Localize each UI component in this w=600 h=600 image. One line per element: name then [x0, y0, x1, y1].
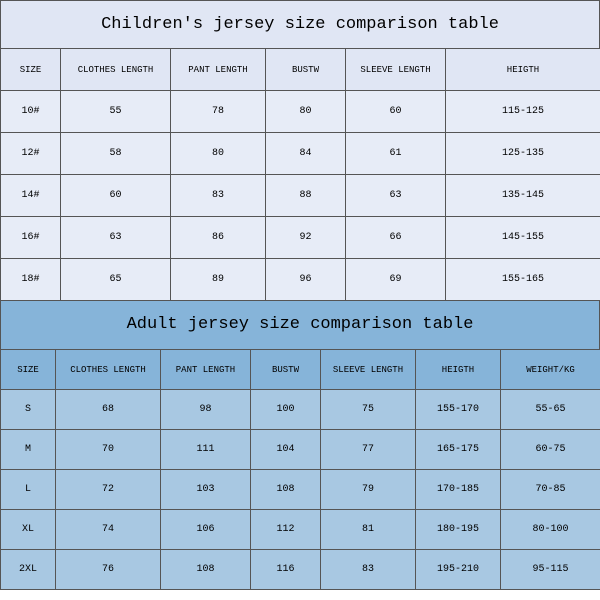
- cell: 108: [161, 550, 251, 590]
- cell: 66: [346, 217, 446, 259]
- cell: 155-165: [446, 259, 600, 301]
- cell: 75: [321, 390, 416, 430]
- cell: 80-100: [501, 510, 600, 550]
- col-clothes-length: CLOTHES LENGTH: [61, 49, 171, 91]
- cell: 58: [61, 133, 171, 175]
- cell: 76: [56, 550, 161, 590]
- cell: 106: [161, 510, 251, 550]
- cell: 195-210: [416, 550, 501, 590]
- adult-section: Adult jersey size comparison table SIZE …: [0, 301, 600, 590]
- cell: 74: [56, 510, 161, 550]
- cell: 60-75: [501, 430, 600, 470]
- cell: 70: [56, 430, 161, 470]
- cell: 60: [61, 175, 171, 217]
- cell: 70-85: [501, 470, 600, 510]
- cell: 68: [56, 390, 161, 430]
- cell: M: [1, 430, 56, 470]
- cell: 77: [321, 430, 416, 470]
- cell: 78: [171, 91, 266, 133]
- col-bust: BUSTW: [251, 350, 321, 390]
- children-header-row: SIZE CLOTHES LENGTH PANT LENGTH BUSTW SL…: [1, 49, 600, 91]
- cell: 89: [171, 259, 266, 301]
- col-clothes-length: CLOTHES LENGTH: [56, 350, 161, 390]
- cell: 180-195: [416, 510, 501, 550]
- adult-table: SIZE CLOTHES LENGTH PANT LENGTH BUSTW SL…: [0, 349, 600, 590]
- cell: 155-170: [416, 390, 501, 430]
- cell: 92: [266, 217, 346, 259]
- cell: 81: [321, 510, 416, 550]
- table-row: M 70 111 104 77 165-175 60-75: [1, 430, 600, 470]
- cell: 103: [161, 470, 251, 510]
- cell: 84: [266, 133, 346, 175]
- col-weight: WEIGHT/KG: [501, 350, 600, 390]
- cell: 112: [251, 510, 321, 550]
- cell: 65: [61, 259, 171, 301]
- cell: 63: [346, 175, 446, 217]
- adult-title: Adult jersey size comparison table: [0, 301, 600, 349]
- col-sleeve-length: SLEEVE LENGTH: [346, 49, 446, 91]
- table-row: 18# 65 89 96 69 155-165: [1, 259, 600, 301]
- table-row: 16# 63 86 92 66 145-155: [1, 217, 600, 259]
- cell: 86: [171, 217, 266, 259]
- table-row: 10# 55 78 80 60 115-125: [1, 91, 600, 133]
- cell: 104: [251, 430, 321, 470]
- cell: 98: [161, 390, 251, 430]
- cell: 108: [251, 470, 321, 510]
- cell: 2XL: [1, 550, 56, 590]
- cell: 165-175: [416, 430, 501, 470]
- cell: 100: [251, 390, 321, 430]
- adult-header-row: SIZE CLOTHES LENGTH PANT LENGTH BUSTW SL…: [1, 350, 600, 390]
- cell: 10#: [1, 91, 61, 133]
- cell: 83: [171, 175, 266, 217]
- cell: L: [1, 470, 56, 510]
- cell: 60: [346, 91, 446, 133]
- table-row: 12# 58 80 84 61 125-135: [1, 133, 600, 175]
- cell: 116: [251, 550, 321, 590]
- table-row: 14# 60 83 88 63 135-145: [1, 175, 600, 217]
- cell: 115-125: [446, 91, 600, 133]
- table-row: XL 74 106 112 81 180-195 80-100: [1, 510, 600, 550]
- children-section: Children's jersey size comparison table …: [0, 0, 600, 301]
- cell: 16#: [1, 217, 61, 259]
- cell: 80: [171, 133, 266, 175]
- col-bust: BUSTW: [266, 49, 346, 91]
- col-size: SIZE: [1, 350, 56, 390]
- cell: S: [1, 390, 56, 430]
- cell: 88: [266, 175, 346, 217]
- cell: 170-185: [416, 470, 501, 510]
- col-height: HEIGTH: [416, 350, 501, 390]
- cell: XL: [1, 510, 56, 550]
- col-size: SIZE: [1, 49, 61, 91]
- table-row: L 72 103 108 79 170-185 70-85: [1, 470, 600, 510]
- cell: 83: [321, 550, 416, 590]
- cell: 125-135: [446, 133, 600, 175]
- children-title: Children's jersey size comparison table: [0, 0, 600, 48]
- cell: 61: [346, 133, 446, 175]
- cell: 12#: [1, 133, 61, 175]
- cell: 55: [61, 91, 171, 133]
- cell: 79: [321, 470, 416, 510]
- cell: 69: [346, 259, 446, 301]
- cell: 111: [161, 430, 251, 470]
- table-row: 2XL 76 108 116 83 195-210 95-115: [1, 550, 600, 590]
- cell: 14#: [1, 175, 61, 217]
- cell: 80: [266, 91, 346, 133]
- col-pant-length: PANT LENGTH: [161, 350, 251, 390]
- cell: 63: [61, 217, 171, 259]
- cell: 55-65: [501, 390, 600, 430]
- cell: 96: [266, 259, 346, 301]
- cell: 18#: [1, 259, 61, 301]
- cell: 135-145: [446, 175, 600, 217]
- children-table: SIZE CLOTHES LENGTH PANT LENGTH BUSTW SL…: [0, 48, 600, 301]
- size-tables-container: Children's jersey size comparison table …: [0, 0, 600, 590]
- col-height: HEIGTH: [446, 49, 600, 91]
- col-sleeve-length: SLEEVE LENGTH: [321, 350, 416, 390]
- cell: 72: [56, 470, 161, 510]
- col-pant-length: PANT LENGTH: [171, 49, 266, 91]
- table-row: S 68 98 100 75 155-170 55-65: [1, 390, 600, 430]
- cell: 95-115: [501, 550, 600, 590]
- cell: 145-155: [446, 217, 600, 259]
